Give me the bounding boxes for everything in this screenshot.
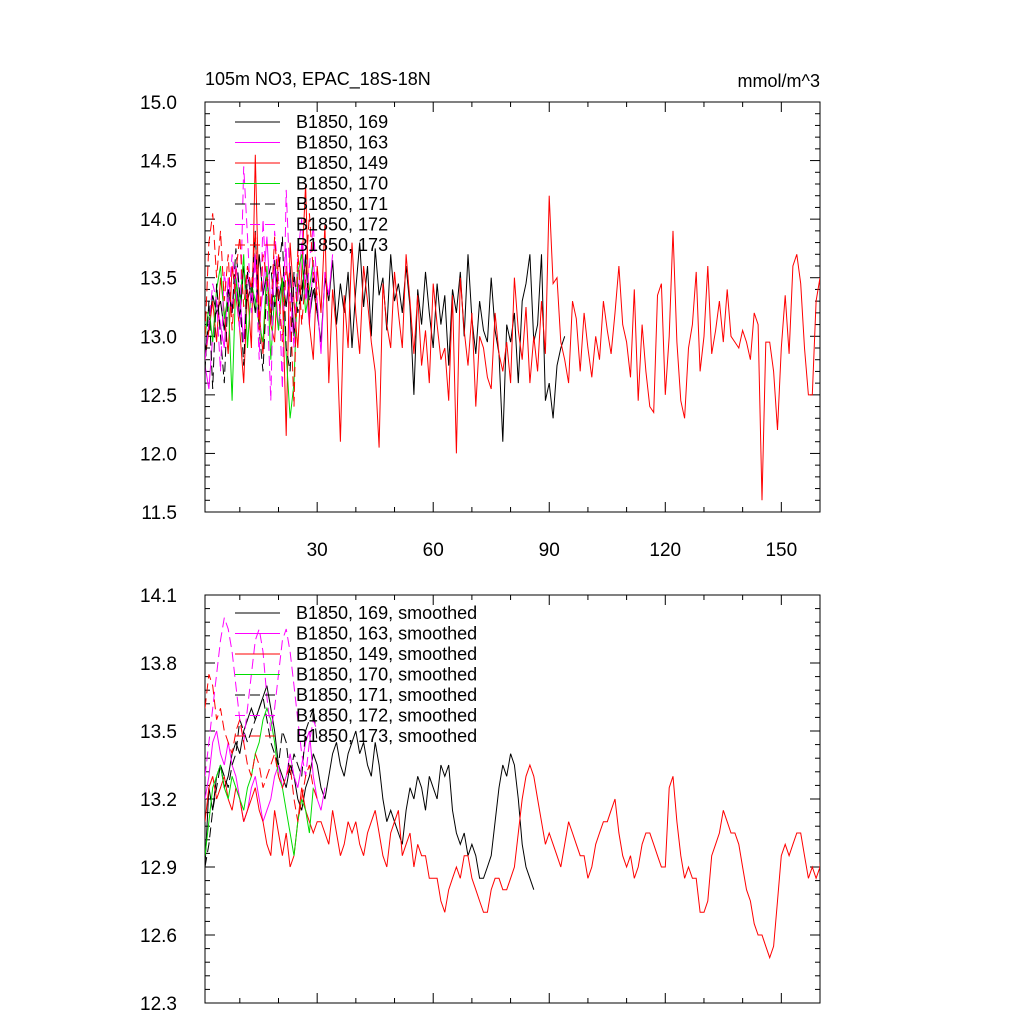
- y-tick-label: 14.0: [140, 210, 177, 231]
- y-tick-label: 13.8: [140, 654, 177, 675]
- x-tick-label: 30: [307, 540, 328, 561]
- plot-units: mmol/m^3: [738, 71, 820, 91]
- y-tick-label: 13.0: [140, 327, 177, 348]
- legend-label: B1850, 172, smoothed: [296, 706, 477, 726]
- legend-label: B1850, 149, smoothed: [296, 644, 477, 664]
- legend-label: B1850, 149: [296, 153, 388, 173]
- y-tick-label: 11.5: [141, 503, 177, 524]
- legend-label: B1850, 169: [296, 112, 388, 132]
- legend-label: B1850, 173: [296, 235, 388, 255]
- series-line: [205, 213, 318, 407]
- legend-label: B1850, 170, smoothed: [296, 665, 477, 685]
- legend-label: B1850, 170: [296, 174, 388, 194]
- series-line: [205, 730, 326, 822]
- y-tick-label: 12.5: [140, 386, 177, 407]
- plot-title: 105m NO3, EPAC_18S-18N: [205, 69, 431, 90]
- bottom-panel: 12.3 12.6 12.9 13.2 13.5 13.8 14.1 B1850, 169, …: [140, 586, 821, 1015]
- legend-label: B1850, 172: [296, 215, 388, 235]
- legend-label: B1850, 171, smoothed: [296, 685, 477, 705]
- y-tick-label: 14.1: [140, 586, 177, 607]
- legend-label: B1850, 171: [296, 194, 388, 214]
- series-group: [205, 154, 820, 501]
- x-tick-label: 150: [765, 540, 797, 561]
- series-line: [205, 706, 314, 856]
- x-tick-label: 90: [539, 540, 560, 561]
- legend-label: B1850, 173, smoothed: [296, 726, 477, 746]
- x-tick-label: 60: [423, 540, 444, 561]
- legend-label: B1850, 163: [296, 133, 388, 153]
- series-line: [205, 696, 318, 868]
- y-tick-label: 14.5: [140, 152, 177, 173]
- legend-label: B1850, 163, smoothed: [296, 624, 477, 644]
- y-tick-label: 13.5: [140, 269, 177, 290]
- y-tick-label: 12.6: [140, 926, 177, 947]
- series-line: [205, 763, 820, 960]
- y-tick-label: 13.5: [140, 722, 177, 743]
- legend-label: B1850, 169, smoothed: [296, 603, 477, 623]
- x-tick-label: 120: [649, 540, 681, 561]
- series-line: [205, 674, 318, 822]
- series-group: [205, 617, 820, 960]
- y-tick-label: 15.0: [140, 93, 177, 114]
- y-tick-label: 12.3: [140, 994, 177, 1015]
- y-tick-label: 13.2: [140, 790, 177, 811]
- y-tick-label: 12.0: [140, 444, 177, 465]
- top-panel: 11.5 12.0 12.5 13.0 13.5 14.0 14.5 15.0 30 60 90 12…: [140, 93, 821, 561]
- y-tick-label: 12.9: [140, 858, 177, 879]
- series-line: [205, 154, 820, 501]
- series-line: [205, 617, 318, 777]
- plot-frame: [204, 101, 821, 513]
- series-line: [205, 230, 318, 390]
